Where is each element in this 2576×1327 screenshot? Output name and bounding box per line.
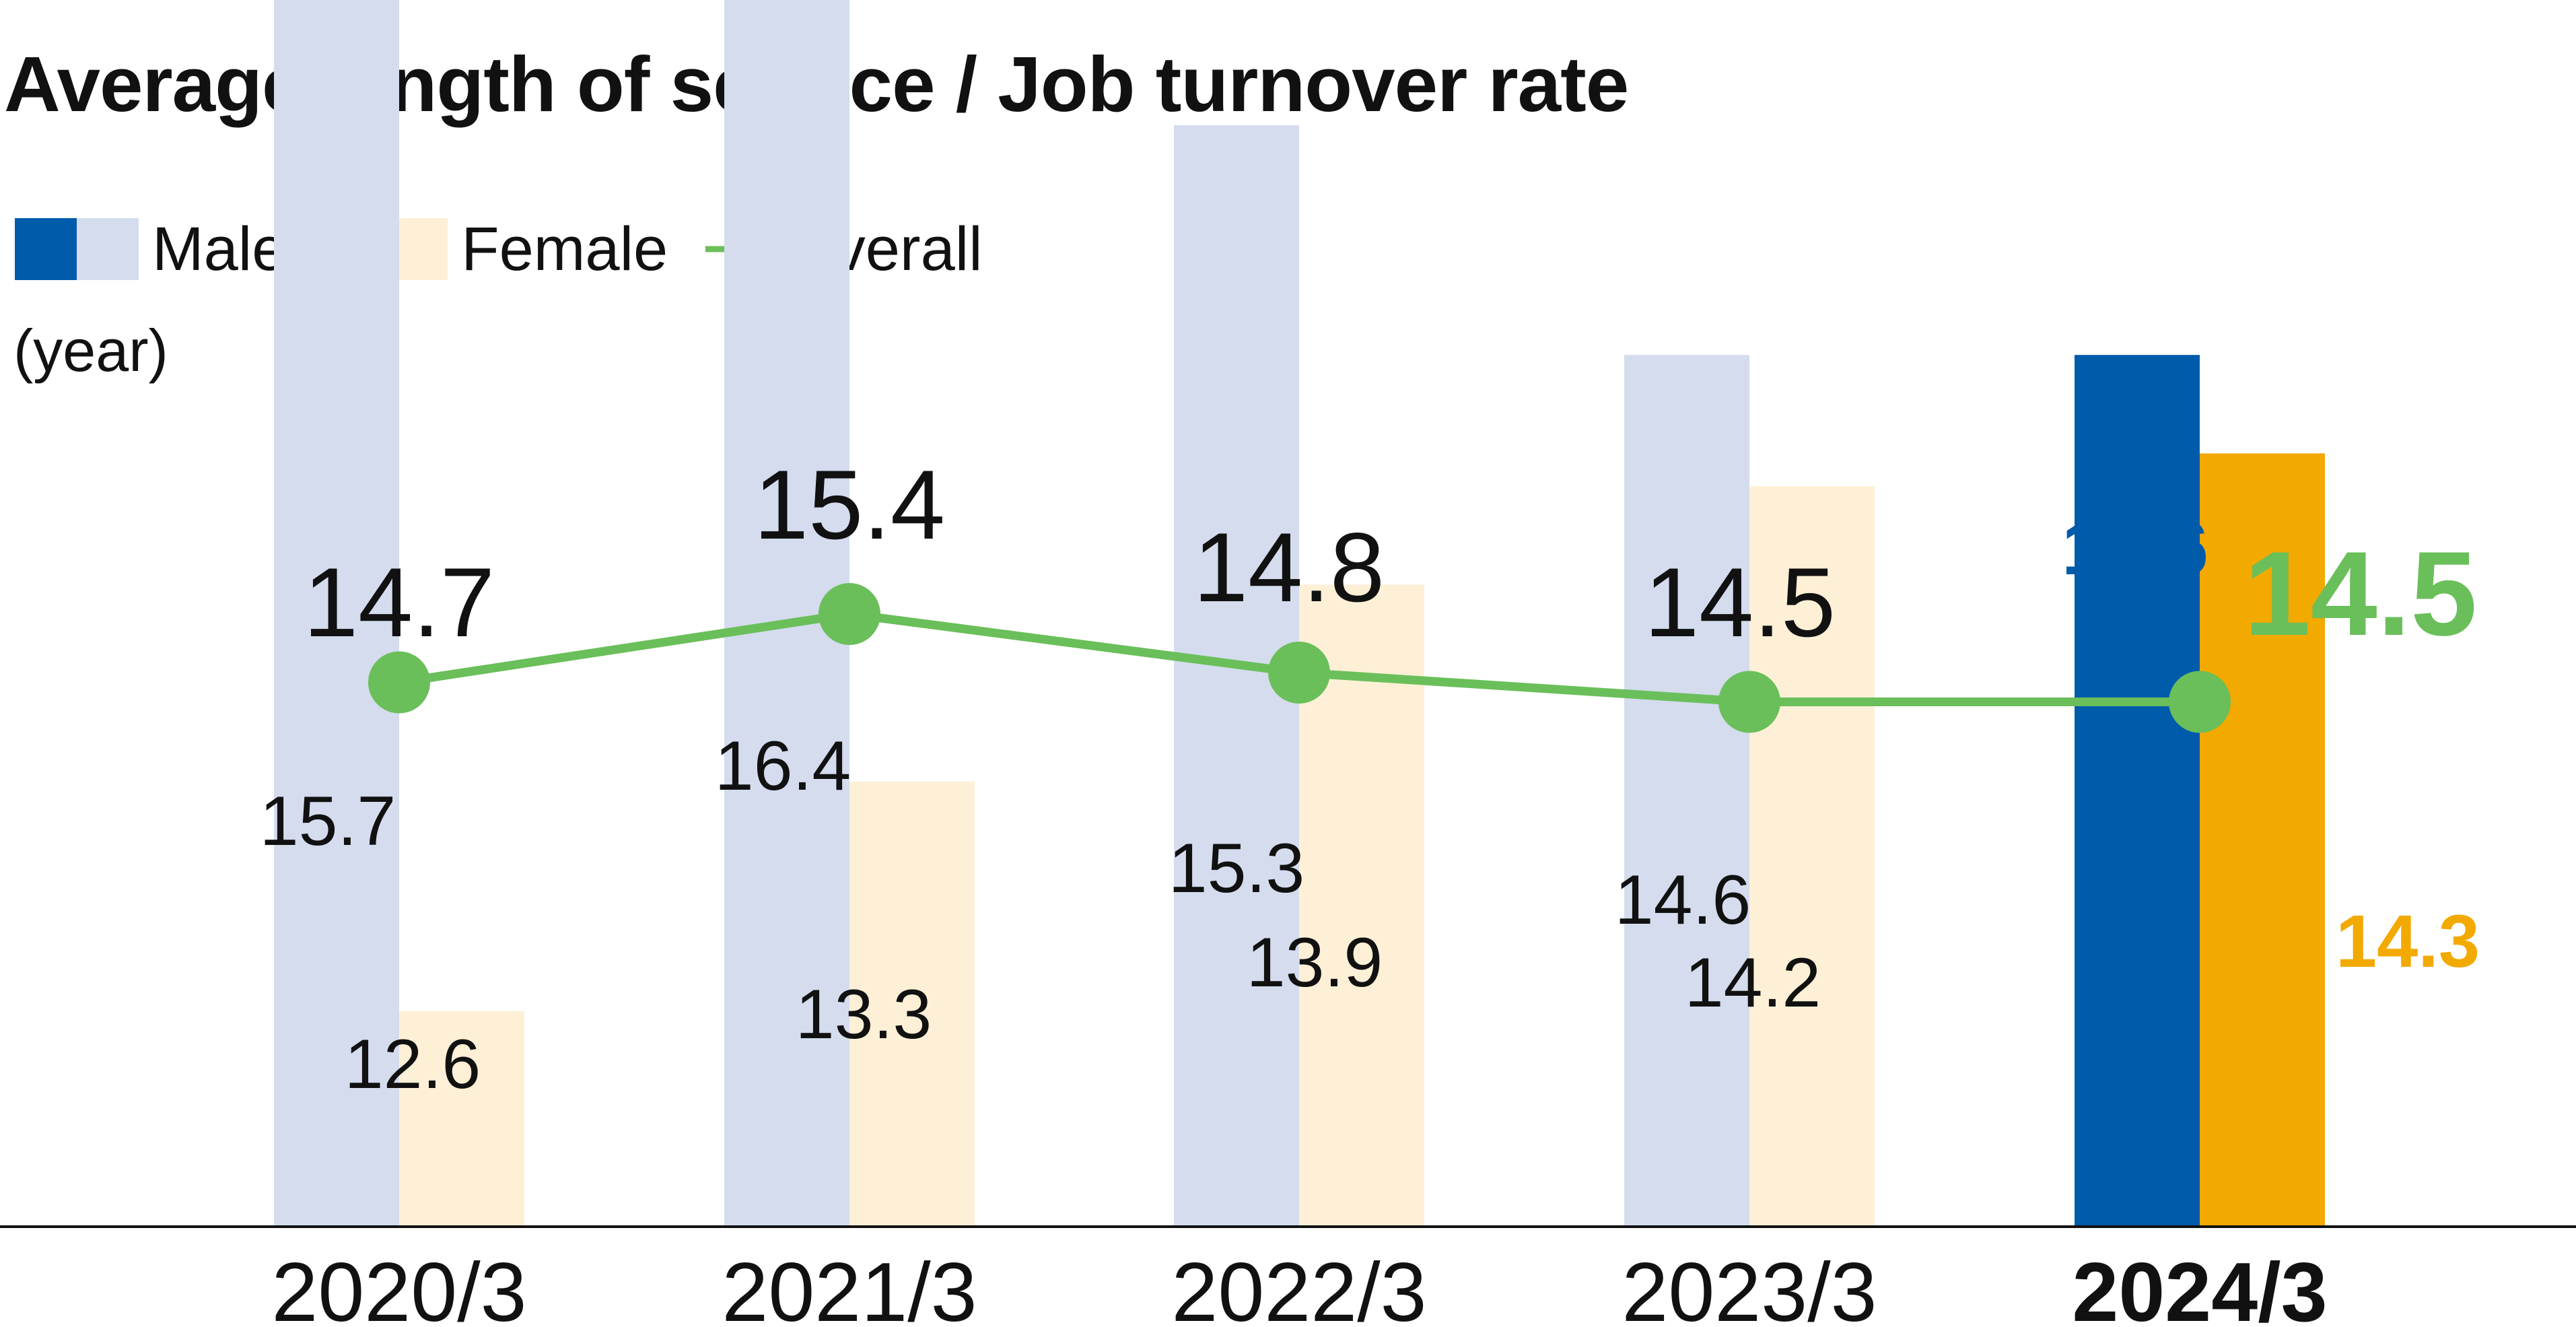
x-tick-label: 2020/3 xyxy=(271,1246,526,1327)
overall-marker xyxy=(2169,671,2231,733)
male-value-label: 14.6 xyxy=(1615,861,1751,939)
x-tick-label: 2023/3 xyxy=(1622,1246,1877,1327)
male-swatch-faded xyxy=(77,218,139,280)
overall-value-label: 15.4 xyxy=(754,450,945,559)
overall-marker xyxy=(819,583,880,645)
male-bar xyxy=(1624,355,1749,1227)
x-tick-label: 2022/3 xyxy=(1171,1246,1426,1327)
male-value-label: 15.3 xyxy=(1169,829,1304,908)
x-tick-label: 2024/3 xyxy=(2072,1246,2327,1327)
overall-value-label-highlight: 14.5 xyxy=(2244,526,2477,660)
female-value-label-highlight: 14.3 xyxy=(2336,900,2480,983)
overall-marker xyxy=(1718,671,1780,733)
female-bar xyxy=(399,1011,524,1227)
male-value-label: 16.4 xyxy=(715,727,851,805)
overall-value-label: 14.8 xyxy=(1193,512,1385,622)
legend-female-label: Female xyxy=(461,214,668,283)
y-axis-unit-label: (year) xyxy=(13,317,168,384)
female-value-label: 13.9 xyxy=(1247,924,1383,1002)
female-bar xyxy=(849,781,975,1227)
female-bar xyxy=(1749,486,1875,1227)
overall-marker xyxy=(368,651,430,714)
female-value-label: 12.6 xyxy=(345,1025,481,1103)
female-value-label: 14.2 xyxy=(1685,944,1821,1022)
male-bar xyxy=(2075,355,2200,1227)
male-swatch-strong xyxy=(15,218,77,280)
female-bar xyxy=(2200,453,2325,1227)
overall-value-label: 14.7 xyxy=(304,547,495,657)
male-value-label: 15.7 xyxy=(260,782,396,860)
male-bar xyxy=(274,0,399,1227)
legend-male-label: Male xyxy=(152,214,287,283)
overall-value-label: 14.5 xyxy=(1644,547,1836,657)
x-tick-label: 2021/3 xyxy=(722,1246,977,1327)
male-value-label-highlight: 14.6 xyxy=(2062,506,2208,590)
female-value-label: 13.3 xyxy=(796,976,932,1054)
overall-marker xyxy=(1268,642,1330,704)
